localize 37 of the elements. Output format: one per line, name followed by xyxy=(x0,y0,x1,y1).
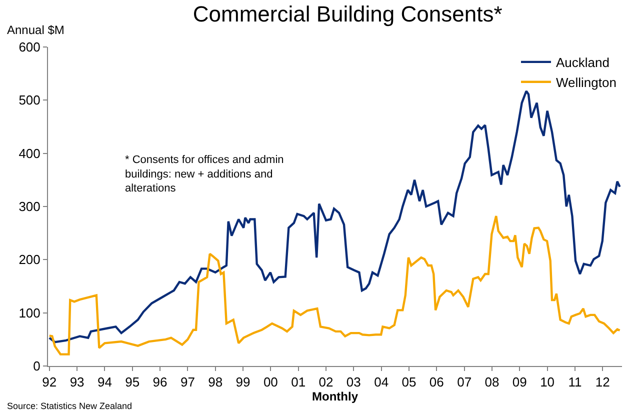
annotation: * Consents for offices and admin buildings: new + additions and alterations xyxy=(125,154,284,195)
x-tick-label: 95 xyxy=(125,374,140,390)
x-tick-label: 10 xyxy=(540,374,555,390)
x-tick-label: 93 xyxy=(70,374,84,390)
x-tick-label: 07 xyxy=(457,374,472,390)
x-tick-label: 00 xyxy=(263,374,278,390)
legend-label: Wellington xyxy=(556,74,616,90)
x-tick-label: 04 xyxy=(374,374,389,390)
y-tick-label: 600 xyxy=(18,40,40,55)
y-axis-title: Annual $M xyxy=(7,23,64,37)
legend-label: Auckland xyxy=(556,55,610,70)
y-tick-label: 100 xyxy=(18,305,40,320)
x-tick-label: 08 xyxy=(484,374,500,390)
x-tick-label: 99 xyxy=(236,374,250,390)
y-tick-label: 200 xyxy=(18,252,40,268)
x-tick-label: 09 xyxy=(512,374,527,390)
y-tick-label: 0 xyxy=(33,358,40,374)
y-tick-label: 300 xyxy=(18,199,40,214)
x-tick-label: 02 xyxy=(318,374,334,390)
line-series xyxy=(48,90,621,344)
x-axis-title: Monthly xyxy=(312,390,358,404)
x-tick-label: 94 xyxy=(97,374,112,390)
x-tick-label: 97 xyxy=(180,374,195,390)
y-tick-label: 400 xyxy=(18,146,40,161)
y-tick-label: 500 xyxy=(18,92,40,108)
x-tick-label: 98 xyxy=(208,374,223,390)
source-note: Source: Statistics New Zealand xyxy=(7,401,132,410)
x-tick-label: 01 xyxy=(291,374,306,390)
line-series xyxy=(48,214,621,356)
x-tick-label: 03 xyxy=(346,374,361,390)
x-tick-label: 11 xyxy=(568,374,582,390)
x-tick-label: 05 xyxy=(402,374,416,390)
x-tick-label: 12 xyxy=(595,374,610,390)
chart-title: Commercial Building Consents* xyxy=(192,2,503,27)
x-tick-label: 92 xyxy=(42,374,57,390)
x-tick-label: 96 xyxy=(152,374,168,390)
x-tick-label: 06 xyxy=(429,374,444,390)
